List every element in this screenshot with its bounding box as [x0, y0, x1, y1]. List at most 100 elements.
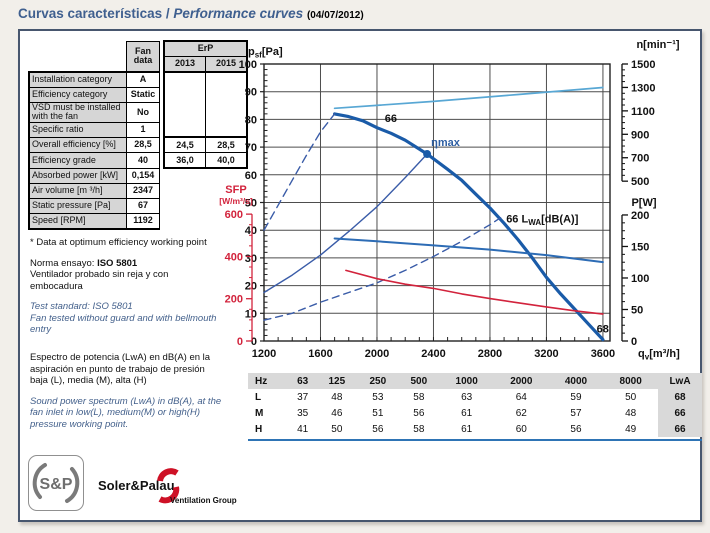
test-standard-es: Norma ensayo: ISO 5801 Ventilador probad… — [30, 257, 169, 292]
performance-chart: 100 90 80 70 60 50 40 30 20 10 0 1200 1600 2000 2400 28… — [210, 33, 710, 389]
sp-logo-glyph: S&P — [32, 463, 80, 503]
row-label: Specific ratio — [28, 121, 127, 138]
svg-text:1300: 1300 — [631, 82, 655, 94]
svg-text:2800: 2800 — [478, 348, 502, 360]
content-frame: Fan data ErP 2013 2015 Installation cate… — [18, 29, 702, 522]
table-row: H 41 50 56 58 61 60 56 49 66 — [248, 421, 702, 437]
table-row: Efficiency category Static — [28, 87, 247, 103]
table-row: Static pressure [Pa] 67 — [28, 197, 247, 214]
svg-text:0: 0 — [251, 336, 257, 348]
row-label: Speed [RPM] — [28, 212, 127, 230]
svg-text:1100: 1100 — [631, 106, 655, 118]
col-header-2013: 2013 — [163, 56, 206, 73]
svg-text:n[min⁻¹]: n[min⁻¹] — [636, 39, 679, 51]
svg-text:80: 80 — [245, 114, 257, 126]
svg-text:20: 20 — [245, 281, 257, 293]
title-spanish: Curvas características — [18, 6, 163, 21]
svg-text:200: 200 — [631, 210, 649, 222]
svg-text:P[W]: P[W] — [631, 197, 656, 209]
svg-text:S&P: S&P — [40, 476, 73, 493]
svg-text:50: 50 — [245, 198, 257, 210]
svg-text:100: 100 — [239, 59, 257, 71]
row-value: A — [126, 71, 160, 88]
row-value: 67 — [126, 197, 160, 214]
svg-text:1200: 1200 — [252, 348, 276, 360]
row-value-2013: 24,5 — [163, 136, 206, 154]
svg-text:40: 40 — [245, 225, 257, 237]
row-value-2015: 40,0 — [205, 152, 248, 170]
svg-text:100: 100 — [631, 273, 649, 285]
fan-data-table: Fan data ErP 2013 2015 Installation cate… — [28, 40, 248, 230]
svg-text:[W/m³/s]: [W/m³/s] — [219, 196, 253, 206]
row-value: 2347 — [126, 182, 160, 199]
brand-subtitle: Ventilation Group — [170, 496, 237, 505]
page-title: Curvas características / Performance cur… — [18, 6, 364, 21]
svg-text:400: 400 — [225, 251, 243, 263]
row-label: Static pressure [Pa] — [28, 197, 127, 214]
erp-empty-2015 — [205, 71, 248, 138]
table-row: Specific ratio 1 — [28, 121, 247, 138]
table-header-row: Hz 63 125 250 500 1000 2000 4000 8000 Lw… — [248, 373, 702, 389]
brand-name: Soler&Palau — [98, 478, 175, 493]
sound-spectrum-table: Hz 63 125 250 500 1000 2000 4000 8000 Lw… — [248, 373, 702, 437]
svg-text:qv[m³/h]: qv[m³/h] — [638, 348, 680, 362]
svg-text:900: 900 — [631, 129, 649, 141]
svg-text:200: 200 — [225, 294, 243, 306]
table-row: L 37 48 53 58 63 64 59 50 68 — [248, 389, 702, 405]
sound-spectrum-section: Hz 63 125 250 500 1000 2000 4000 8000 Lw… — [248, 373, 702, 441]
svg-text:600: 600 — [225, 209, 243, 221]
row-label: Absorbed power [kW] — [28, 167, 127, 184]
svg-text:0: 0 — [631, 336, 637, 348]
table-row: VSD must be installed with the fan No — [28, 102, 247, 123]
brand-logo: S&P Soler&Palau Ventilation Group — [28, 455, 288, 515]
table-row: Speed [RPM] 1192 — [28, 212, 247, 230]
col-header-2015: 2015 — [205, 56, 248, 73]
table-row: Efficiency grade 40 36,0 40,0 — [28, 152, 248, 170]
row-label: Installation category — [28, 71, 127, 88]
svg-text:1500: 1500 — [631, 59, 655, 71]
row-label: Efficiency grade — [28, 152, 127, 169]
col-header-fan-data: Fan data — [126, 40, 160, 73]
svg-text:ηmax: ηmax — [431, 137, 461, 149]
svg-text:1600: 1600 — [308, 348, 332, 360]
svg-text:68: 68 — [597, 324, 609, 336]
row-label: Air volume [m ³/h] — [28, 182, 127, 199]
svg-text:500: 500 — [631, 176, 649, 188]
sp-logo-icon: S&P — [28, 455, 84, 511]
row-value: 40 — [126, 152, 160, 169]
row-value: 0,154 — [126, 167, 160, 184]
sound-note-en: Sound power spectrum (LwA) in dB(A), at … — [30, 395, 222, 430]
svg-text:10: 10 — [245, 308, 257, 320]
sound-note-es: Espectro de potencia (LwA) en dB(A) en l… — [30, 352, 211, 387]
svg-text:50: 50 — [631, 304, 643, 316]
svg-text:SFP: SFP — [225, 184, 246, 196]
svg-text:70: 70 — [245, 142, 257, 154]
row-label: Efficiency category — [28, 87, 127, 103]
svg-text:66: 66 — [385, 113, 397, 125]
svg-text:2400: 2400 — [421, 348, 445, 360]
row-value: Static — [126, 87, 160, 103]
table-row: Fan data ErP — [29, 40, 248, 73]
row-value: No — [126, 102, 160, 123]
svg-text:150: 150 — [631, 241, 649, 253]
red-swirl-icon — [157, 468, 180, 504]
title-english: Performance curves — [173, 6, 304, 21]
row-value-2013: 36,0 — [163, 152, 206, 170]
table-row: Installation category A — [28, 71, 248, 138]
title-separator: / — [162, 6, 174, 21]
svg-text:700: 700 — [631, 153, 649, 165]
footnote: * Data at optimum efficiency working poi… — [30, 237, 207, 248]
erp-empty-2013 — [163, 71, 206, 138]
row-value: 28,5 — [126, 136, 160, 154]
row-label: Overall efficiency [%] — [28, 136, 127, 154]
svg-text:3200: 3200 — [534, 348, 558, 360]
svg-text:30: 30 — [245, 253, 257, 265]
table-row: 2013 2015 — [29, 56, 248, 73]
svg-text:60: 60 — [245, 170, 257, 182]
col-header-erp: ErP — [163, 40, 248, 57]
svg-text:0: 0 — [237, 336, 243, 348]
title-date: (04/07/2012) — [306, 10, 364, 21]
row-label: VSD must be installed with the fan — [28, 102, 127, 123]
